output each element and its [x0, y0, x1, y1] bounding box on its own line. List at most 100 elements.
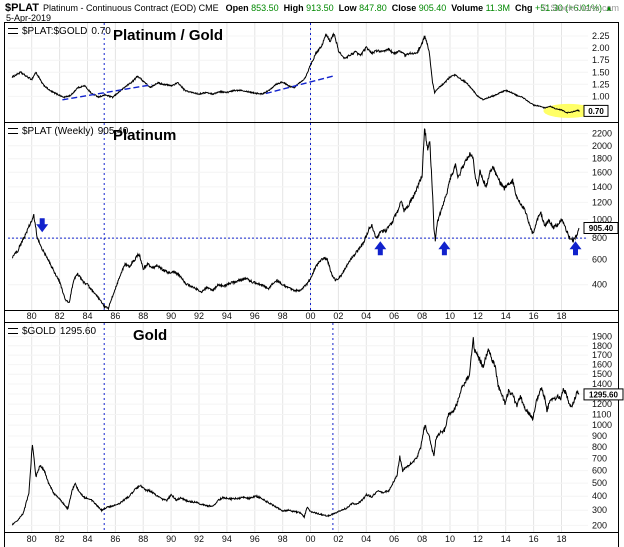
- x-axis-label: 12: [472, 534, 483, 544]
- x-axis-label: 92: [193, 534, 204, 544]
- ohlc-summary: Open 853.50 High 913.50 Low 847.80 Close 90…: [221, 3, 614, 13]
- svg-text:1400: 1400: [592, 182, 612, 192]
- x-axis-label: 92: [193, 311, 204, 321]
- panel-divider: [4, 310, 619, 311]
- x-axis-label: 14: [500, 311, 511, 321]
- platinum-legend-value: 905.40: [97, 126, 129, 137]
- x-axis-label: 96: [249, 311, 260, 321]
- gold-legend: $GOLD 1295.60: [8, 326, 96, 337]
- gold-legend-value: 1295.60: [59, 326, 97, 337]
- x-axis-label: 84: [82, 534, 93, 544]
- x-axis-label: 06: [389, 534, 400, 544]
- ohlc-field-label: Chg: [514, 3, 533, 13]
- svg-text:1295.60: 1295.60: [589, 390, 618, 399]
- ohlc-field-label: Open: [225, 3, 249, 13]
- gold-price-chart: 1900180017001600150014001300120011001000…: [8, 323, 624, 532]
- ohlc-field-value: 11.3M: [483, 3, 510, 13]
- svg-text:300: 300: [592, 505, 607, 515]
- svg-text:800: 800: [592, 233, 607, 243]
- svg-text:1400: 1400: [592, 379, 612, 389]
- svg-text:200: 200: [592, 520, 607, 530]
- x-axis-labels-bottom: 80 82 84 86 88 90 92 94 96 98 00 02 04 06 08 10 12 14 16 18: [0, 534, 624, 545]
- ohlc-field-label: High: [283, 3, 304, 13]
- x-axis-label: 16: [528, 311, 539, 321]
- svg-text:800: 800: [592, 442, 607, 452]
- svg-text:1.00: 1.00: [592, 91, 610, 101]
- ohlc-field-label: Close: [391, 3, 417, 13]
- line-swatch-icon: [8, 128, 18, 135]
- ohlc-field-value: 853.50: [248, 3, 279, 13]
- x-axis-label: 94: [221, 311, 232, 321]
- gold-legend-label: $GOLD: [22, 326, 56, 337]
- svg-text:700: 700: [592, 454, 607, 464]
- x-axis-label: 82: [54, 534, 65, 544]
- ohlc-field-value: +51.30 (+6.01%) ▲: [532, 3, 614, 13]
- svg-text:600: 600: [592, 466, 607, 476]
- x-axis-label: 02: [333, 534, 344, 544]
- line-swatch-icon: [8, 28, 18, 35]
- ratio-legend-label: $PLAT:$GOLD: [22, 26, 88, 37]
- ohlc-field-value: 905.40: [416, 3, 447, 13]
- symbol: $PLAT: [5, 2, 40, 14]
- x-axis-label: 80: [26, 534, 37, 544]
- x-axis-label: 88: [138, 534, 149, 544]
- x-axis-label: 88: [138, 311, 149, 321]
- gold-panel-title: Gold: [133, 327, 168, 344]
- stockcharts-watermark: © StockCharts.com: [541, 3, 619, 13]
- svg-text:1200: 1200: [592, 399, 612, 409]
- x-axis-label: 04: [361, 534, 372, 544]
- x-axis-label: 90: [166, 534, 177, 544]
- svg-text:1700: 1700: [592, 350, 612, 360]
- platinum-price-chart: 2200 2000 1800 1600 1400 1200 1000 800 600 400 905…: [8, 123, 619, 310]
- platinum-legend: $PLAT (Weekly) 905.40: [8, 126, 128, 137]
- platinum-panel-title: Platinum: [113, 127, 177, 144]
- svg-text:1600: 1600: [592, 360, 612, 370]
- ohlc-field-value: 913.50: [303, 3, 334, 13]
- svg-text:1100: 1100: [592, 410, 611, 420]
- ratio-legend: $PLAT:$GOLD 0.70: [8, 26, 111, 37]
- x-axis-label: 08: [417, 311, 428, 321]
- x-axis-label: 80: [26, 311, 37, 321]
- svg-text:2.00: 2.00: [592, 43, 610, 53]
- x-axis-label: 84: [82, 311, 93, 321]
- x-axis-label: 16: [528, 534, 539, 544]
- panel-divider: [4, 532, 619, 533]
- x-axis-label: 06: [389, 311, 400, 321]
- svg-text:1.25: 1.25: [592, 79, 610, 89]
- symbol-description: Platinum - Continuous Contract (EOD) CME: [43, 3, 219, 13]
- line-swatch-icon: [8, 328, 18, 335]
- panel-divider: [4, 322, 619, 323]
- x-axis-label: 18: [556, 534, 567, 544]
- svg-text:0.70: 0.70: [588, 107, 604, 116]
- svg-text:1900: 1900: [592, 332, 612, 342]
- chart-date: 5-Apr-2019: [6, 13, 52, 23]
- svg-text:1500: 1500: [592, 369, 612, 379]
- x-axis-label: 86: [110, 534, 121, 544]
- x-axis-label: 96: [249, 534, 260, 544]
- ohlc-field-label: Low: [338, 3, 357, 13]
- platinum-gold-ratio-chart: 2.25 2.00 1.75 1.50 1.25 1.00 0.70: [8, 23, 610, 122]
- x-axis-label: 18: [556, 311, 567, 321]
- x-axis-label: 12: [472, 311, 483, 321]
- svg-text:1000: 1000: [592, 420, 612, 430]
- svg-text:905.40: 905.40: [589, 224, 614, 233]
- x-axis-labels-middle: 80 82 84 86 88 90 92 94 96 98 00 02 04 06 08 10 12 14 16 18: [0, 311, 624, 322]
- svg-text:1.75: 1.75: [592, 55, 610, 65]
- ohlc-field-value: 847.80: [356, 3, 387, 13]
- svg-text:1800: 1800: [592, 341, 612, 351]
- svg-text:600: 600: [592, 254, 607, 264]
- svg-text:1600: 1600: [592, 167, 612, 177]
- svg-text:2.25: 2.25: [592, 31, 610, 41]
- x-axis-label: 86: [110, 311, 121, 321]
- svg-text:2000: 2000: [592, 141, 612, 151]
- svg-text:400: 400: [592, 280, 607, 290]
- ratio-panel-title: Platinum / Gold: [113, 27, 224, 44]
- svg-text:1.50: 1.50: [592, 67, 610, 77]
- x-axis-label: 98: [277, 311, 288, 321]
- svg-text:400: 400: [592, 491, 607, 501]
- ratio-legend-value: 0.70: [91, 26, 111, 37]
- x-axis-label: 98: [277, 534, 288, 544]
- panel-divider: [4, 122, 619, 123]
- x-axis-label: 02: [333, 311, 344, 321]
